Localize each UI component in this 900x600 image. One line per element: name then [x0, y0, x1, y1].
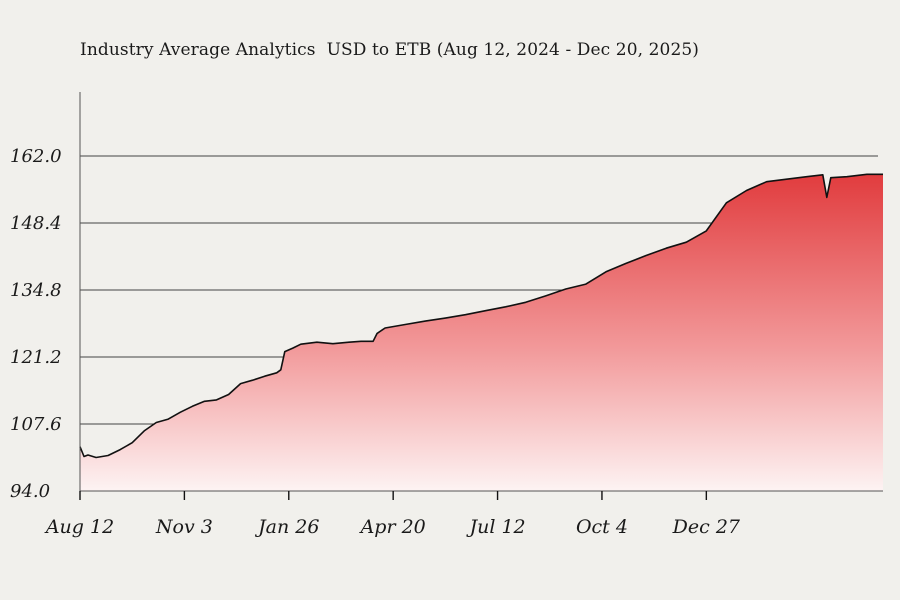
y-tick-label: 121.2 — [10, 347, 62, 368]
y-tick-label: 94.0 — [10, 481, 50, 502]
axis-layer — [79, 92, 883, 500]
series-line — [79, 173, 883, 459]
label-layer: 94.0 107.6 121.2 134.8 148.4 162.0 Aug 12 Nov 3… — [10, 146, 741, 538]
x-tick-label: Oct 4 — [576, 516, 628, 538]
y-tick-label: 148.4 — [10, 213, 62, 234]
x-tick-label: Aug 12 — [44, 516, 114, 538]
y-tick-label: 162.0 — [10, 146, 62, 167]
area-fill — [80, 174, 883, 492]
y-tick-label: 107.6 — [10, 414, 62, 435]
y-tick-label: 134.8 — [10, 280, 62, 301]
x-tick-label: Jul 12 — [465, 516, 525, 538]
x-tick-label: Nov 3 — [155, 516, 213, 538]
area-layer — [79, 173, 883, 492]
chart-title: Industry Average Analytics USD to ETB (A… — [80, 40, 700, 60]
x-tick-label: Jan 26 — [254, 516, 319, 538]
x-tick-label: Apr 20 — [359, 516, 426, 538]
x-tick-label: Dec 27 — [672, 516, 741, 538]
